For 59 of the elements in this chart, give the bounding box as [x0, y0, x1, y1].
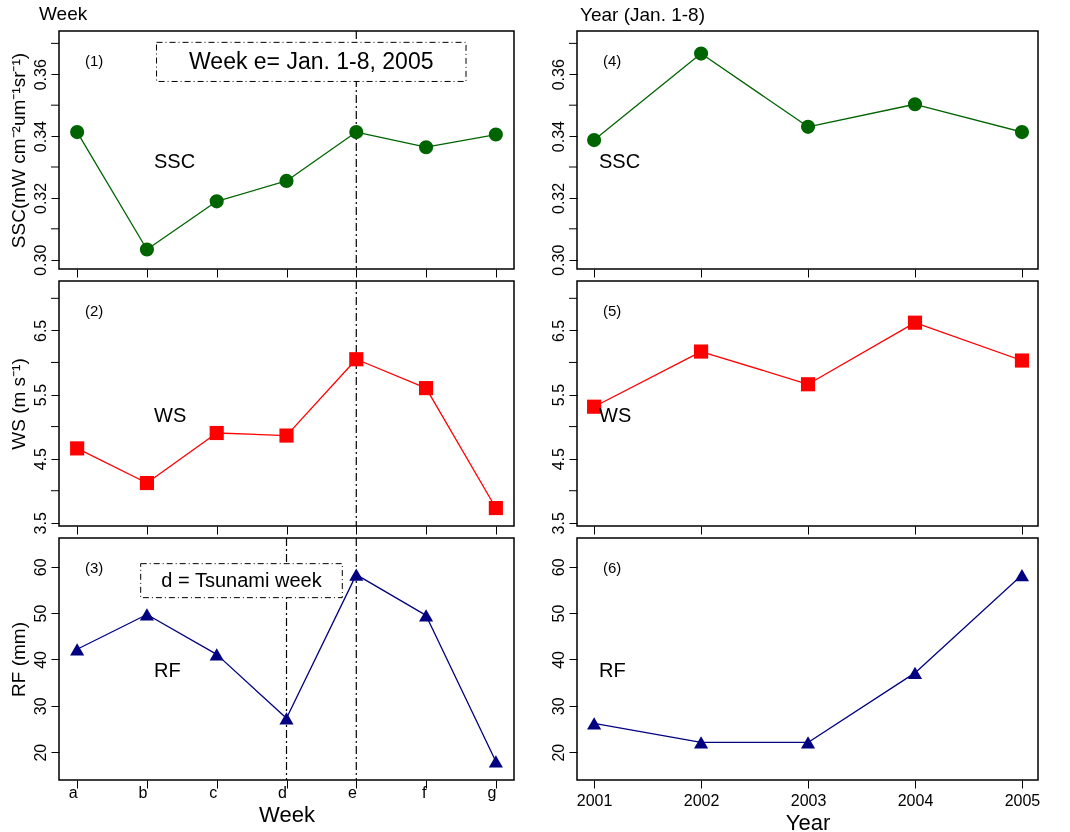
y-tick-label: 60	[31, 558, 49, 577]
annotation: (1)	[85, 52, 104, 69]
y-tick-label: 3.5	[549, 512, 567, 535]
x-tick-label: a	[68, 783, 78, 801]
x-tick-label: d	[278, 783, 287, 801]
y-axis-title: SSC(mW cm⁻²um⁻¹sr⁻¹)	[7, 52, 29, 249]
x-tick-label: e	[347, 783, 357, 801]
annotation: (3)	[85, 559, 104, 576]
annotation: (6)	[603, 559, 622, 576]
annotation: Week e= Jan. 1-8, 2005	[189, 47, 434, 74]
annotation: (2)	[85, 302, 104, 319]
y-tick-label: 6.5	[549, 319, 567, 343]
x-tick-label: g	[487, 783, 497, 801]
y-tick-label: 5.5	[31, 383, 49, 407]
y-tick-label: 0.30	[549, 244, 567, 276]
x-tick-label: 2001	[576, 791, 613, 809]
x-tick-label: 2005	[1004, 791, 1041, 809]
y-tick-label: 40	[31, 650, 49, 669]
annotation: (4)	[603, 52, 622, 69]
y-axis-title: RF (mm)	[7, 622, 29, 697]
annotation: RF	[599, 659, 626, 682]
y-tick-label: 6.5	[31, 319, 49, 343]
annotation: (5)	[603, 302, 622, 319]
annotation: SSC	[599, 149, 641, 172]
y-tick-label: 0.36	[549, 59, 567, 91]
y-tick-label: 60	[549, 558, 567, 577]
x-tick-label: f	[422, 783, 428, 801]
y-tick-label: 5.5	[549, 383, 567, 407]
y-tick-label: 0.36	[31, 59, 49, 91]
x-tick-label: b	[138, 783, 148, 801]
annotation: WS	[599, 403, 632, 426]
x-axis-title: Week	[259, 801, 316, 827]
annotation: WS	[154, 403, 187, 426]
x-tick-label: 2004	[897, 791, 934, 809]
annotation: d = Tsunami week	[161, 568, 323, 591]
y-tick-label: 4.5	[549, 447, 567, 471]
y-tick-label: 40	[549, 650, 567, 669]
x-tick-label: 2002	[683, 791, 720, 809]
y-tick-label: 30	[31, 697, 49, 716]
chart-title: Week	[39, 3, 88, 25]
y-tick-label: 20	[31, 743, 49, 762]
y-tick-label: 50	[31, 604, 49, 623]
annotation: SSC	[154, 149, 196, 172]
x-axis-title: Year	[785, 809, 831, 832]
chart-title: Year (Jan. 1-8)	[580, 4, 705, 25]
y-tick-label: 30	[549, 697, 567, 716]
y-tick-label: 0.34	[31, 120, 49, 153]
y-axis-title: WS (m s⁻¹)	[7, 358, 29, 450]
y-tick-label: 20	[549, 743, 567, 762]
y-tick-label: 0.34	[549, 120, 567, 153]
y-tick-label: 0.30	[31, 244, 49, 276]
x-tick-label: c	[209, 783, 218, 801]
x-tick-label: 2003	[790, 791, 827, 809]
y-tick-label: 3.5	[31, 512, 49, 535]
y-tick-label: 0.32	[549, 182, 567, 214]
annotation: RF	[154, 659, 181, 682]
y-tick-label: 0.32	[31, 182, 49, 214]
y-tick-label: 50	[549, 604, 567, 623]
y-tick-label: 4.5	[31, 447, 49, 471]
